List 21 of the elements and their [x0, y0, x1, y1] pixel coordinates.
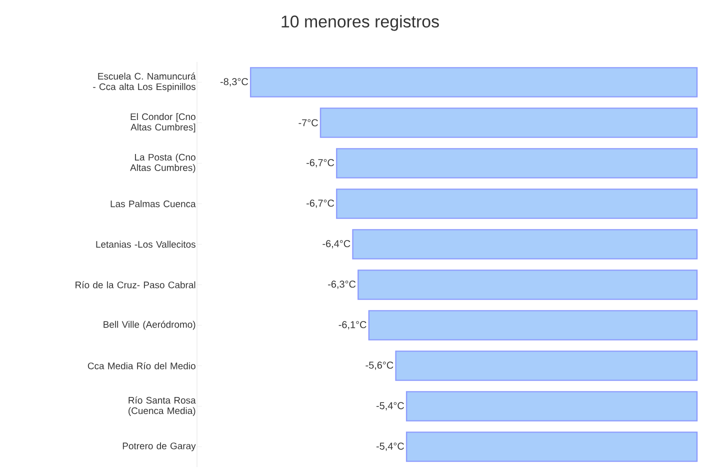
data-label: -6,3°C [328, 280, 356, 289]
data-label: -5,4°C [376, 442, 404, 451]
data-label: -5,6°C [366, 362, 394, 370]
data-label: -5,4°C [376, 402, 404, 410]
data-label: -7°C [298, 119, 318, 126]
chart-title: 10 menores registros [282, 15, 439, 31]
y-tick-label: Letanias -Los Vallecitos [96, 240, 196, 248]
data-label: -8,3°C [220, 78, 248, 86]
data-label: -6,4°C [322, 240, 350, 248]
y-tick-label: Las Palmas Cuenca [110, 200, 196, 208]
y-tick-label: Escuela C. Namuncurá - Cca alta Los Espinillos [93, 72, 196, 92]
y-tick-label: Río de la Cruz- Paso Cabral [76, 281, 196, 288]
data-label: -6,7°C [306, 200, 334, 208]
data-label: -6,7°C [306, 159, 334, 168]
y-tick-label: El Condor [Cno Altas Cumbres] [130, 113, 196, 132]
y-tick-label: Bell Ville (Aeródromo) [104, 320, 196, 330]
y-tick-label: Río Santa Rosa (Cuenca Media) [128, 396, 196, 416]
y-tick-label: La Posta (Cno Altas Cumbres) [130, 154, 196, 173]
y-tick-label: Potrero de Garay [122, 442, 196, 452]
y-tick-label: Cca Media Río del Medio [88, 362, 196, 370]
data-label: -6,1°C [338, 321, 366, 330]
